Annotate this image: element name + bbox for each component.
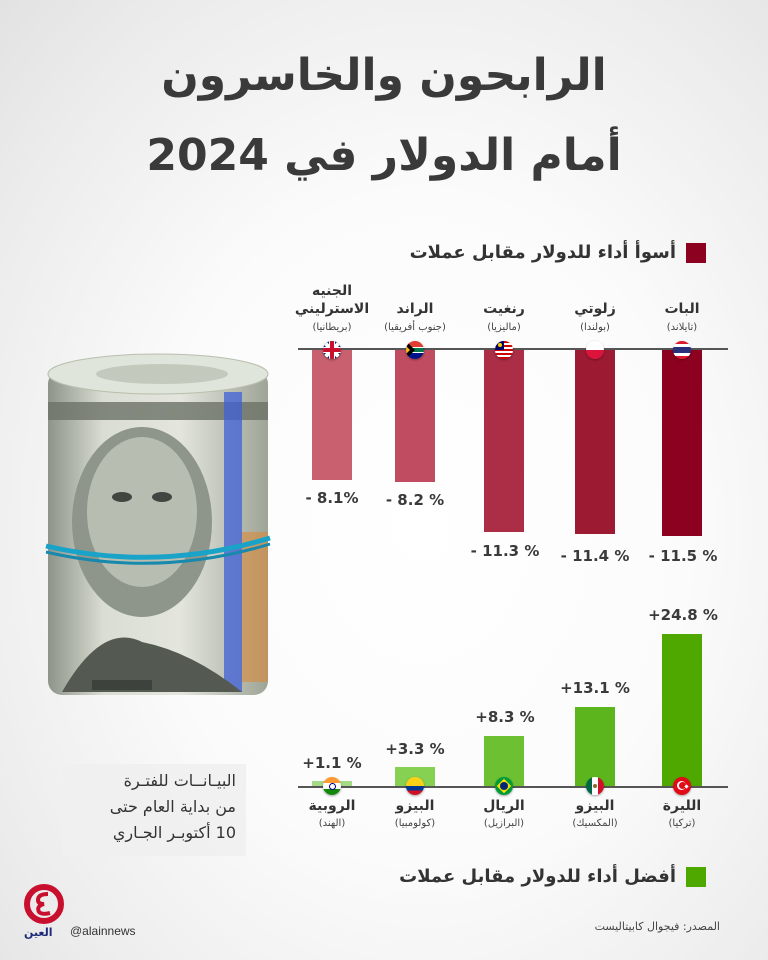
legend-best-label: أفضل أداء للدولار مقابل عملات xyxy=(399,866,676,887)
turkey-flag-icon xyxy=(673,777,691,795)
winners-baseline xyxy=(298,786,728,788)
currency-name: الراند xyxy=(396,301,434,317)
india-flag-icon xyxy=(323,777,341,795)
value-label: - 11.4 % xyxy=(560,547,630,565)
value-label: - 11.3 % xyxy=(470,542,540,560)
colombia-flag-icon xyxy=(406,777,424,795)
page-title-line1: الرابحون والخاسرون xyxy=(161,50,607,101)
losers-baseline xyxy=(298,348,728,350)
legend-best: أفضل أداء للدولار مقابل عملات xyxy=(399,866,706,887)
currency-name: رنغيت xyxy=(483,301,525,317)
value-label: +24.8 % xyxy=(648,606,718,624)
social-handle[interactable]: @alainnews xyxy=(70,924,136,938)
source-note: المصدر: فيجوال كابيتاليست xyxy=(594,920,720,933)
uk-flag-icon xyxy=(323,341,341,359)
currency-name-line2: الاسترليني xyxy=(294,301,370,317)
currency-name: الريال xyxy=(483,798,525,814)
country-name: (الهند) xyxy=(318,818,346,829)
value-label: - 8.1% xyxy=(305,489,359,507)
country-name: (كولومبيا) xyxy=(394,818,436,829)
value-label: - 11.5 % xyxy=(648,547,718,565)
bar-south-africa xyxy=(395,350,435,482)
note-line1: البيـانــات للفتـرة xyxy=(123,771,236,790)
legend-worst-label: أسوأ أداء للدولار مقابل عملات xyxy=(409,242,676,263)
country-name: (تركيا) xyxy=(668,818,696,829)
currency-name: البيزو xyxy=(395,798,435,814)
poland-flag-icon xyxy=(586,341,604,359)
country-name: (تايلاند) xyxy=(666,322,698,333)
bar-thailand xyxy=(662,350,702,536)
value-label: +3.3 % xyxy=(385,740,445,758)
bar-poland xyxy=(575,350,615,534)
currency-name: البات xyxy=(664,301,700,317)
country-name: (بولندا) xyxy=(580,322,610,333)
country-name: (ماليزيا) xyxy=(487,322,521,333)
bar-uk xyxy=(312,350,352,480)
country-name: (المكسيك) xyxy=(572,818,618,829)
dollar-roll-image xyxy=(45,353,271,695)
value-label: +1.1 % xyxy=(302,754,362,772)
legend-worst-swatch xyxy=(686,242,706,263)
value-label: +8.3 % xyxy=(475,708,535,726)
note-line3: 10 أكتوبـر الجـاري xyxy=(112,823,236,842)
page-title-line2: أمام الدولار في 2024 xyxy=(146,130,622,181)
bar-colombia xyxy=(395,767,435,786)
note-line2: من بداية العام حتى xyxy=(109,797,236,816)
malaysia-flag-icon xyxy=(495,341,513,359)
brazil-flag-icon xyxy=(495,777,513,795)
country-name: (جنوب أفريقيا) xyxy=(384,322,446,333)
country-name: (بريطانيا) xyxy=(312,322,352,333)
bar-mexico xyxy=(575,707,615,786)
country-name: (البرازيل) xyxy=(483,818,525,829)
bar-malaysia xyxy=(484,350,524,532)
thailand-flag-icon xyxy=(673,341,691,359)
currency-name: البيزو xyxy=(575,798,615,814)
currency-name: زلوتي xyxy=(574,301,616,317)
currency-name-line1: الجنيه xyxy=(311,283,353,299)
legend-best-swatch xyxy=(686,866,706,887)
currency-name: الروبية xyxy=(308,798,356,814)
alain-logo-icon xyxy=(24,884,64,924)
bar-turkey xyxy=(662,634,702,786)
value-label: +13.1 % xyxy=(560,679,630,697)
currency-name: الليرة xyxy=(662,798,702,814)
south-africa-flag-icon xyxy=(406,341,424,359)
legend-worst: أسوأ أداء للدولار مقابل عملات xyxy=(410,242,706,263)
period-note: البيـانــات للفتـرة من بداية العام حتى 1… xyxy=(62,764,246,856)
logo-text: العين xyxy=(24,926,53,939)
mexico-flag-icon xyxy=(586,777,604,795)
value-label: - 8.2 % xyxy=(385,491,445,509)
